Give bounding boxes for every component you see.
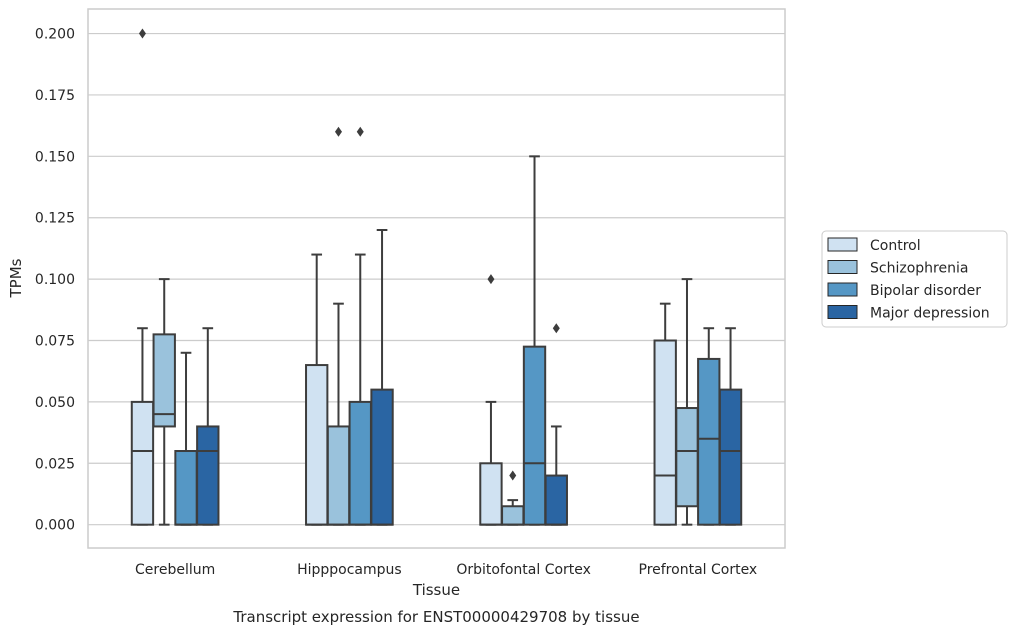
box-iqr [718,388,743,526]
box-2-0 [174,351,198,526]
box-3-1 [370,229,394,526]
x-tick-label: Prefrontal Cortex [639,562,758,578]
box-iqr [370,388,394,526]
legend-item: Major depression [827,305,990,322]
box-1-2 [501,470,525,526]
plot-area-frame [87,8,786,549]
legend: Control Schizophrenia Bipolar disorder Majo… [821,230,1008,328]
legend-label: Control [870,238,921,254]
outlier-point [138,28,146,39]
box-iqr [653,339,677,526]
legend-swatch [827,282,858,297]
legend-label: Major depression [870,306,990,322]
box-1-0 [152,278,176,526]
legend-swatch [827,260,858,274]
y-tick-label: 0.000 [35,518,75,534]
x-tick-labels: Cerebellum Hipppocampus Orbitofontal Corte… [135,562,757,578]
outlier-point [334,126,342,137]
x-tick-label: Hipppocampus [297,562,402,578]
chart-caption: Transcript expression for ENST0000042970… [232,608,639,626]
outlier-point [552,323,560,334]
box-1-1 [326,126,351,526]
y-tick-label: 0.025 [35,456,75,472]
outlier-point [487,274,495,285]
box-iqr [130,400,155,526]
legend-item: Bipolar disorder [827,282,981,299]
legend-label: Bipolar disorder [870,283,981,299]
box-2-1 [348,126,372,526]
box-0-0 [130,28,155,526]
box-iqr [522,345,547,526]
outlier-point [509,470,517,481]
box-iqr [544,474,568,526]
box-3-0 [196,327,220,526]
legend-swatch [827,305,858,319]
y-tick-label: 0.075 [35,334,75,350]
box-iqr [305,364,329,526]
x-tick-label: Orbitofontal Cortex [456,562,591,578]
boxes [130,28,743,526]
legend-frame [821,230,1008,328]
box-0-2 [479,274,503,526]
y-tick-label: 0.200 [35,27,75,43]
box-3-2 [544,323,568,526]
box-iqr [174,450,198,526]
x-tick-label: Cerebellum [135,562,215,578]
y-tick-label: 0.125 [35,211,75,227]
y-tick-label: 0.050 [35,395,75,411]
box-iqr [326,425,351,526]
box-3-3 [718,327,743,526]
box-iqr [479,462,503,526]
y-tick-label: 0.100 [35,272,75,288]
box-1-3 [675,278,699,526]
box-iqr [348,400,372,526]
box-iqr [196,425,220,526]
legend-item: Schizophrenia [827,260,968,277]
legend-item: Control [827,237,921,254]
box-iqr [675,407,699,508]
box-2-2 [522,155,547,526]
y-tick-label: 0.150 [35,149,75,165]
box-iqr [501,505,525,526]
y-axis-label: TPMs [7,258,25,298]
box-iqr [697,357,721,526]
box-iqr [152,333,176,428]
y-tick-label: 0.175 [35,88,75,104]
x-axis-label: Tissue [412,581,460,599]
legend-label: Schizophrenia [870,261,968,277]
legend-swatch [827,237,858,252]
outlier-point [356,126,364,137]
y-tick-labels: 0.000 0.025 0.050 0.075 0.100 0.125 0.150 0.175… [35,27,75,534]
